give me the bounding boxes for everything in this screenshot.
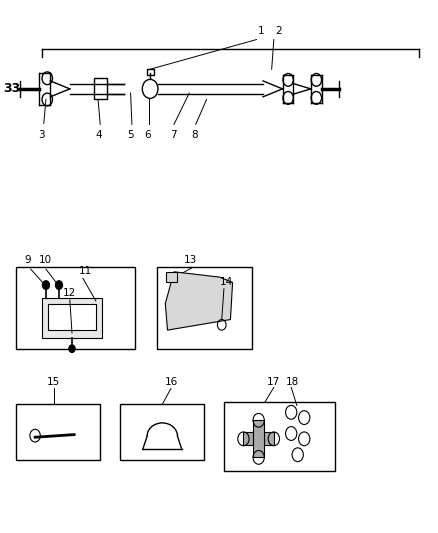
Text: 33: 33 (4, 83, 21, 95)
Text: 11: 11 (78, 265, 92, 276)
Bar (166, 272, 177, 282)
Text: 3: 3 (38, 130, 45, 140)
Bar (157, 266, 252, 349)
Polygon shape (165, 272, 233, 330)
Circle shape (56, 281, 63, 289)
Bar (48, 304, 96, 330)
Bar (147, 69, 154, 75)
Bar (224, 402, 335, 471)
Text: 6: 6 (145, 130, 151, 140)
Bar (94, 78, 107, 100)
Circle shape (42, 281, 49, 289)
Bar (120, 405, 205, 460)
Bar (42, 298, 102, 338)
Text: 4: 4 (95, 130, 102, 140)
Bar (244, 432, 274, 445)
Bar (16, 405, 100, 460)
Text: 2: 2 (275, 26, 282, 36)
Text: 16: 16 (164, 377, 177, 387)
Text: 17: 17 (267, 377, 280, 387)
Text: 5: 5 (127, 130, 134, 140)
Text: 15: 15 (47, 377, 60, 387)
Text: 18: 18 (286, 377, 299, 387)
Text: 9: 9 (25, 255, 31, 265)
Circle shape (69, 345, 75, 352)
Bar (254, 420, 264, 457)
Text: 14: 14 (219, 277, 233, 287)
Text: 8: 8 (191, 130, 198, 140)
Text: 7: 7 (170, 130, 177, 140)
Text: 10: 10 (39, 255, 52, 265)
Text: 13: 13 (184, 255, 197, 265)
Text: 1: 1 (258, 26, 264, 36)
Bar (16, 266, 135, 349)
Text: 12: 12 (63, 288, 77, 298)
